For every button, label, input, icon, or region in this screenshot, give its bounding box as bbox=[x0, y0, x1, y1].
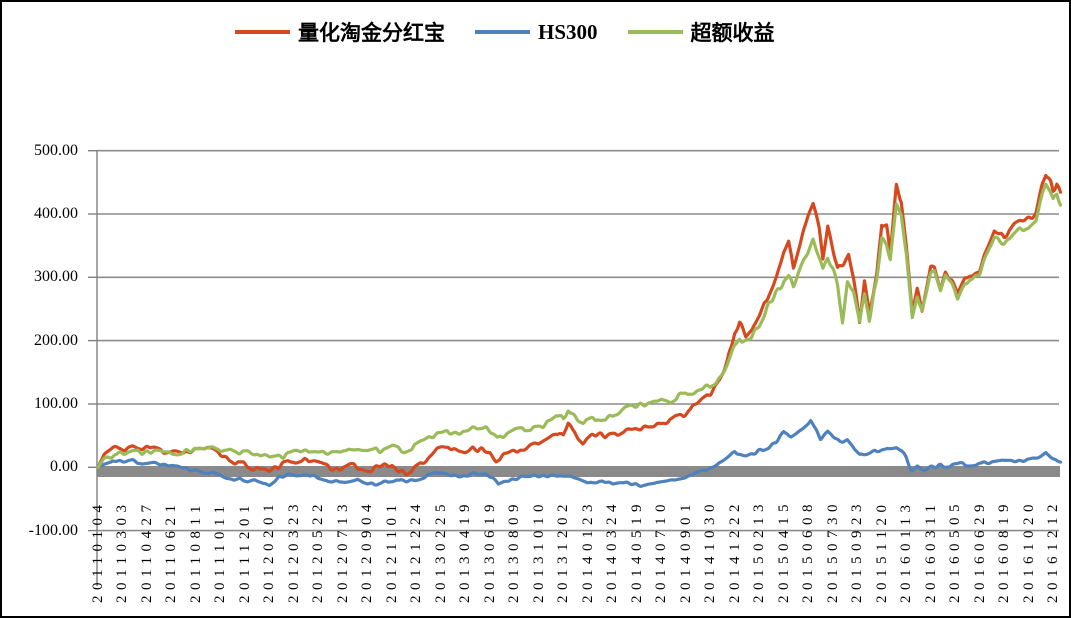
x-tick-label: 20150213 bbox=[751, 499, 767, 603]
x-tick-label: 20150923 bbox=[849, 499, 865, 603]
x-tick-label: 20110621 bbox=[163, 499, 179, 603]
x-tick-label: 20120904 bbox=[359, 499, 375, 603]
x-tick-label: 20140710 bbox=[653, 499, 669, 603]
zero-axis-line bbox=[97, 466, 1060, 477]
x-tick-label: 20111011 bbox=[212, 500, 228, 603]
x-tick-label: 20150415 bbox=[776, 499, 792, 603]
series-line-quant-fund bbox=[96, 173, 1063, 477]
x-tick-label: 20161020 bbox=[1021, 499, 1037, 603]
legend-line-sample-red bbox=[235, 30, 290, 34]
x-tick-label: 20121224 bbox=[408, 499, 424, 603]
x-tick-label: 20140123 bbox=[580, 499, 596, 603]
legend-line-sample-blue bbox=[475, 30, 530, 34]
series-line-hs300 bbox=[96, 419, 1063, 488]
x-tick-label: 20110104 bbox=[90, 499, 106, 603]
legend-line-sample-green bbox=[627, 30, 683, 34]
x-tick-label: 20160629 bbox=[972, 499, 988, 603]
legend-label-quant-fund: 量化淘金分红宝 bbox=[298, 21, 445, 45]
x-tick-label: 20110811 bbox=[188, 500, 204, 603]
x-tick-label: 20130809 bbox=[506, 499, 522, 603]
y-tick-label: -100.00 bbox=[28, 522, 78, 539]
legend-label-hs300: HS300 bbox=[538, 19, 598, 44]
x-tick-label: 20120713 bbox=[335, 499, 351, 603]
x-tick-label: 20130419 bbox=[457, 499, 473, 603]
x-tick-label: 20150608 bbox=[800, 499, 816, 603]
y-tick-label: 400.00 bbox=[34, 205, 78, 222]
legend-item-hs300: HS300 bbox=[475, 20, 598, 45]
x-tick-label: 20120323 bbox=[286, 499, 302, 603]
y-tick-label: 500.00 bbox=[34, 142, 78, 159]
x-tick-label: 20160505 bbox=[947, 499, 963, 603]
x-tick-label: 20130619 bbox=[482, 499, 498, 603]
y-tick-label: 200.00 bbox=[34, 332, 78, 349]
x-tick-label: 20141222 bbox=[727, 499, 743, 603]
x-tick-label: 20151120 bbox=[874, 499, 890, 603]
x-tick-label: 20140519 bbox=[629, 499, 645, 603]
x-tick-label: 20110427 bbox=[139, 499, 155, 603]
x-tick-label: 20120201 bbox=[261, 499, 277, 603]
legend-item-excess-return: 超额收益 bbox=[627, 17, 775, 47]
x-tick-label: 20160819 bbox=[996, 499, 1012, 603]
x-tick-label: 20110303 bbox=[114, 499, 130, 603]
x-tick-label: 20111201 bbox=[237, 500, 253, 603]
y-tick-label: 300.00 bbox=[34, 268, 78, 285]
legend-label-excess-return: 超额收益 bbox=[690, 21, 775, 45]
x-tick-label: 20141030 bbox=[702, 499, 718, 603]
x-tick-label: 20150730 bbox=[825, 499, 841, 603]
x-tick-label: 20140901 bbox=[678, 499, 694, 603]
x-tick-label: 20161212 bbox=[1045, 499, 1061, 603]
x-tick-label: 20131010 bbox=[531, 499, 547, 603]
y-tick-label: 0.00 bbox=[50, 458, 78, 475]
series-line-excess-return bbox=[96, 182, 1063, 469]
x-tick-label: 20160113 bbox=[898, 499, 914, 603]
x-tick-label: 20160311 bbox=[923, 499, 939, 603]
x-tick-label: 20140324 bbox=[604, 499, 620, 603]
x-tick-label: 20130225 bbox=[433, 499, 449, 603]
x-tick-label: 20131202 bbox=[555, 499, 571, 603]
x-tick-label: 20120522 bbox=[310, 499, 326, 603]
x-tick-label: 20121101 bbox=[384, 499, 400, 603]
y-tick-label: 100.00 bbox=[34, 395, 78, 412]
legend-item-quant-fund: 量化淘金分红宝 bbox=[235, 17, 445, 47]
chart-legend: 量化淘金分红宝 HS300 超额收益 bbox=[235, 17, 775, 47]
